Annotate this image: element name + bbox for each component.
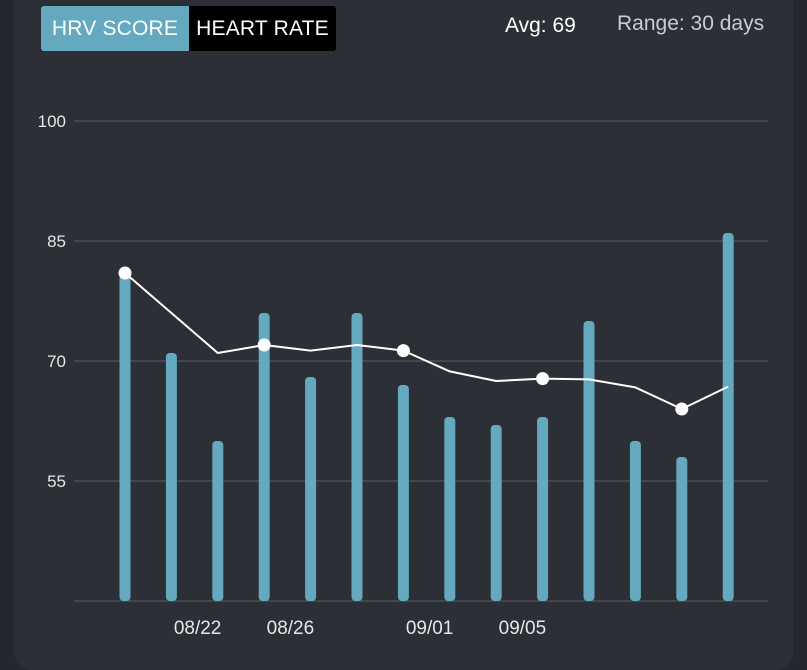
trend-line [124, 272, 729, 410]
trend-marker-09/12 [675, 402, 689, 416]
bar-09/10 [629, 441, 641, 601]
bar-09/02 [444, 417, 456, 601]
bar-09/12 [676, 457, 688, 601]
average-value: Avg: 69 [505, 14, 576, 37]
x-tick-label: 09/01 [406, 618, 454, 639]
trend-marker-08/25 [257, 338, 271, 352]
y-tick-label: 70 [47, 352, 66, 371]
range-selector[interactable]: Range: 30 days [617, 12, 765, 35]
bar-08/23 [212, 441, 224, 601]
y-tick-label: 100 [38, 112, 66, 131]
bar-08/21 [165, 353, 177, 601]
y-tick-label: 85 [47, 232, 66, 251]
bar-09/06 [537, 417, 549, 601]
bar-09/14 [722, 233, 734, 601]
hrv-chart: 55 70 85 100 08/22 08/26 09/01 09/05 [38, 112, 768, 639]
y-tick-label: 55 [47, 472, 66, 491]
bar-08/25 [258, 313, 270, 601]
x-tick-label: 08/22 [174, 618, 222, 639]
metric-toggle: HRV SCORE HEART RATE [41, 6, 336, 51]
trend-marker-08/31 [396, 344, 410, 358]
trend-marker-08/19 [118, 266, 132, 280]
hrv-score-tab[interactable]: HRV SCORE [41, 6, 189, 51]
bar-08/31 [397, 385, 409, 601]
bar-09/08 [583, 321, 595, 601]
x-tick-label: 09/05 [499, 618, 547, 639]
heart-rate-tab[interactable]: HEART RATE [189, 6, 336, 51]
trend-marker-09/06 [536, 372, 550, 386]
bar-08/29 [351, 313, 363, 601]
x-tick-label: 08/26 [267, 618, 315, 639]
bar-09/04 [490, 425, 502, 601]
bar-08/27 [305, 377, 317, 601]
bar-08/19 [119, 273, 131, 601]
